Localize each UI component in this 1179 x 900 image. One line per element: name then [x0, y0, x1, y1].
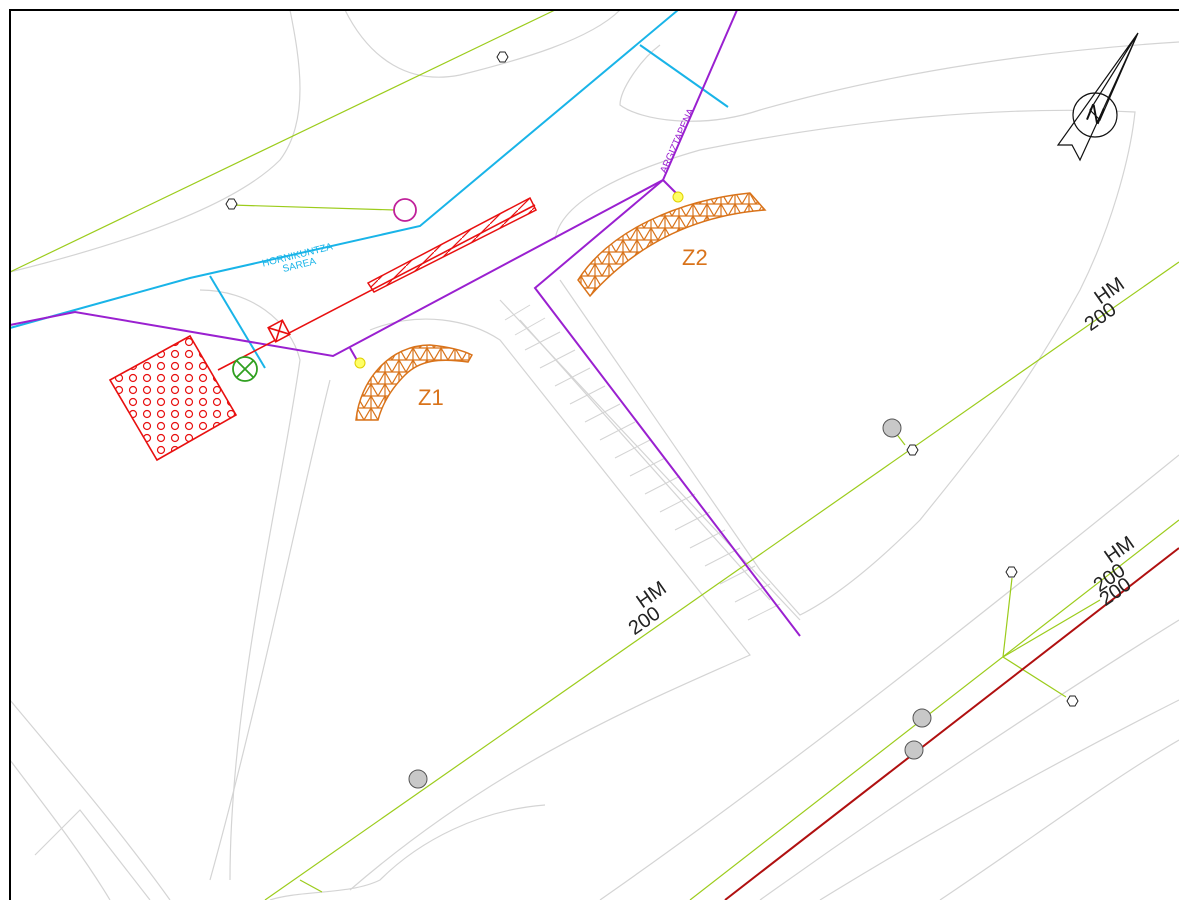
- background: [0, 0, 1179, 900]
- zone-label: Z2: [682, 245, 708, 270]
- map: N HORNIKUNTZA SAREA ARGIZTAPENA Z1 Z2 HM…: [0, 0, 1179, 900]
- zone-label: Z1: [418, 385, 444, 410]
